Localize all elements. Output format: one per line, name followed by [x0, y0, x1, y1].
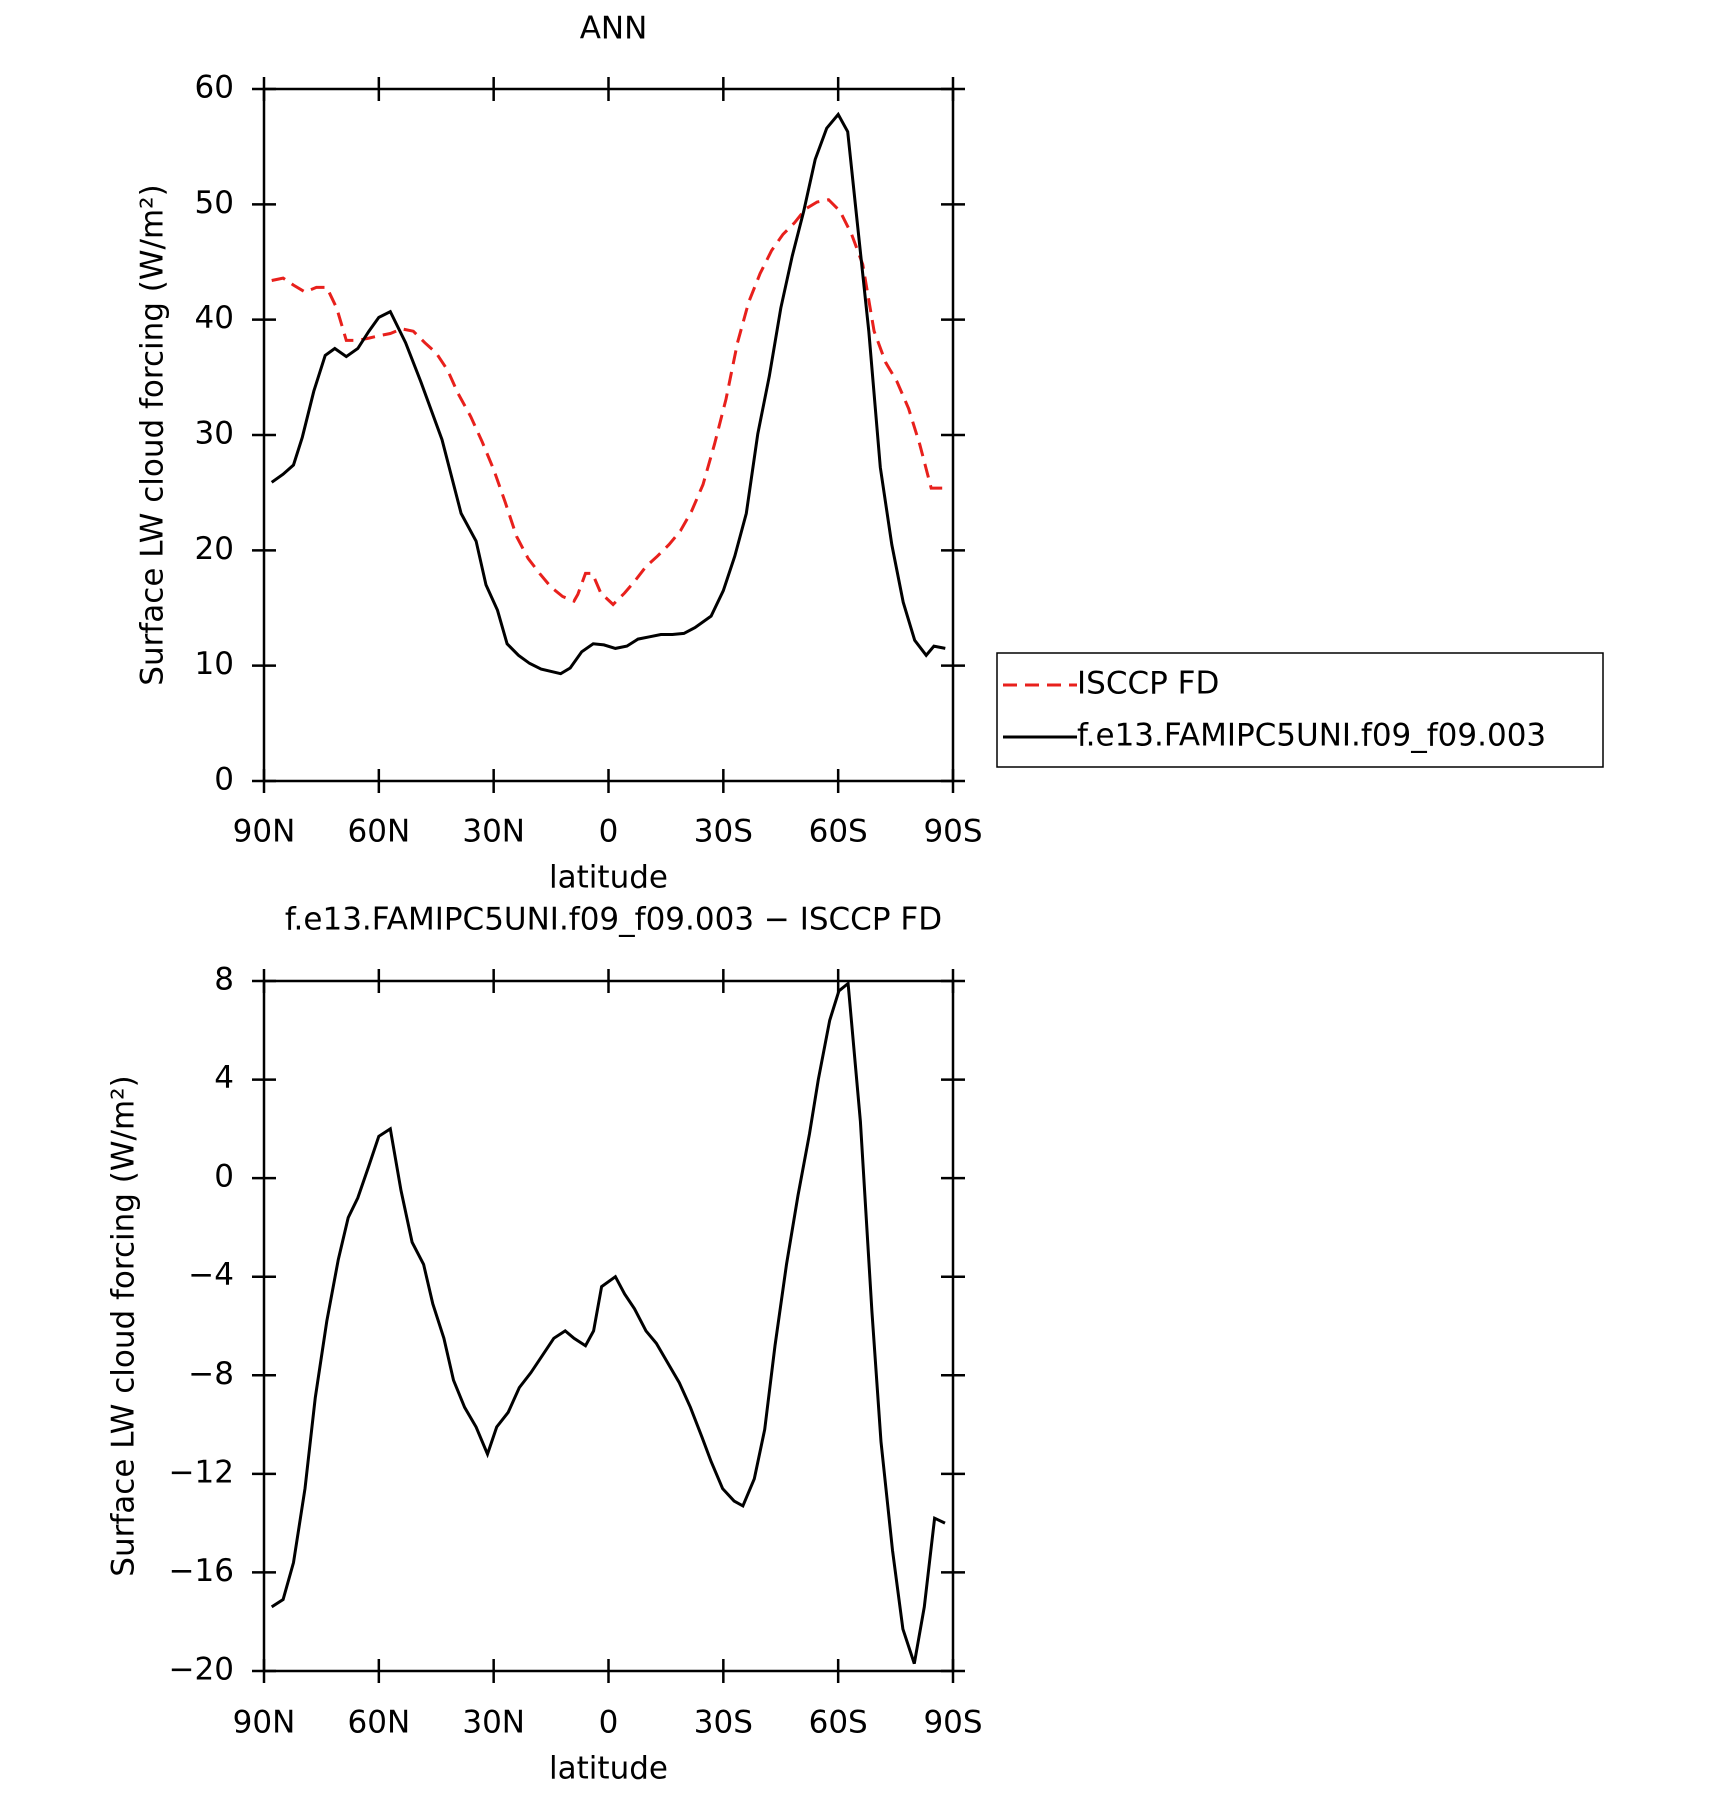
legend-label: f.e13.FAMIPC5UNI.f09_f09.003: [1077, 718, 1546, 754]
y-axis-label: Surface LW cloud forcing (W/m²): [135, 184, 171, 685]
x-tick-label: 60S: [809, 1705, 868, 1741]
y-tick-label: −8: [188, 1356, 234, 1392]
y-tick-label: 60: [195, 70, 234, 106]
x-tick-label: 0: [599, 814, 619, 850]
y-tick-label: 40: [195, 300, 234, 336]
x-tick-label: 30S: [694, 814, 753, 850]
y-tick-label: −20: [169, 1652, 234, 1688]
x-tick-label: 30S: [694, 1705, 753, 1741]
x-axis-label: latitude: [549, 860, 668, 896]
y-tick-label: 50: [195, 185, 234, 221]
plot-frame: [262, 87, 955, 783]
data-line: [271, 198, 945, 607]
y-tick-label: 10: [195, 646, 234, 682]
y-tick-label: 8: [214, 962, 234, 998]
y-tick-label: 0: [214, 762, 234, 798]
y-tick-label: 20: [195, 531, 234, 567]
x-tick-label: 90N: [233, 1705, 296, 1741]
y-tick-label: −4: [188, 1257, 234, 1293]
x-tick-label: 0: [599, 1705, 619, 1741]
x-tick-label: 30N: [462, 1705, 525, 1741]
chart-title: ANN: [580, 11, 648, 47]
x-tick-label: 90N: [233, 814, 296, 850]
x-tick-label: 30N: [462, 814, 525, 850]
chart-title: f.e13.FAMIPC5UNI.f09_f09.003 − ISCCP FD: [285, 902, 942, 938]
x-tick-label: 90S: [923, 1705, 982, 1741]
y-axis-label: Surface LW cloud forcing (W/m²): [106, 1075, 142, 1576]
legend-box: [996, 652, 1604, 768]
y-tick-label: −12: [169, 1454, 234, 1490]
y-tick-label: 4: [214, 1060, 234, 1096]
x-tick-label: 90S: [923, 814, 982, 850]
y-tick-label: 30: [195, 416, 234, 452]
x-tick-label: 60N: [348, 814, 411, 850]
x-tick-label: 60S: [809, 814, 868, 850]
data-line: [270, 980, 946, 1665]
x-axis-label: latitude: [549, 1751, 668, 1787]
y-tick-label: 0: [214, 1159, 234, 1195]
legend-label: ISCCP FD: [1077, 666, 1219, 702]
plot-frame: [262, 979, 955, 1673]
data-line: [270, 111, 946, 676]
y-tick-label: −16: [169, 1553, 234, 1589]
x-tick-label: 60N: [348, 1705, 411, 1741]
